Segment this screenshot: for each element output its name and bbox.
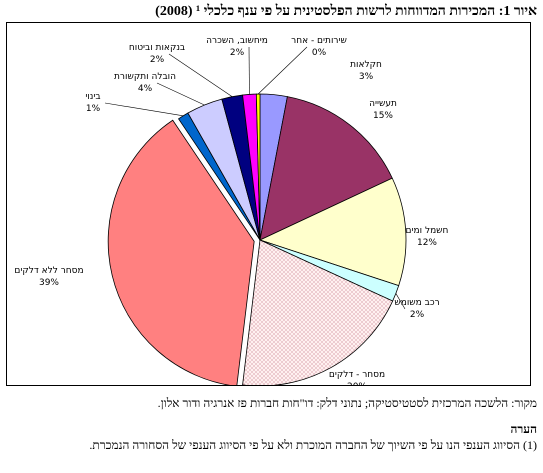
slice-label-sherutim: שירותים - אחר xyxy=(291,36,347,46)
slice-label-hovala: הובלה ותקשורת xyxy=(114,72,176,82)
pie-chart: חקלאות 3% תעשייה 15% חשמל ומים 12% רכב משומש 2%… xyxy=(14,36,449,385)
slice-pct-mischar: 39% xyxy=(39,278,59,288)
slice-label-taasiya: תעשייה xyxy=(369,99,397,109)
slice-pct-michshuv: 2% xyxy=(230,48,245,58)
slice-pct-hashmal: 12% xyxy=(417,238,437,248)
slice-pct-binui: 1% xyxy=(86,104,101,114)
slice-pct-sherutim: 0% xyxy=(312,48,327,58)
pie-slice-taasiya xyxy=(259,96,393,241)
slice-pct-rechev: 2% xyxy=(410,310,425,320)
leader-line-sherutim xyxy=(257,46,308,95)
slice-label-rechev: רכב משומש xyxy=(394,298,439,308)
chart-title: איור 1: המכירות המדווחות לרשות הפלסטינית… xyxy=(155,4,537,19)
note-heading: הערה xyxy=(510,422,538,436)
slice-pct-hovala: 4% xyxy=(138,84,153,94)
footnote: (1) הסיווג הענפי הנו על פי השיוך של החבר… xyxy=(89,438,537,452)
leader-line-bankaut xyxy=(168,53,233,97)
leader-line-binui xyxy=(104,102,184,117)
chart-frame: חקלאות 3% תעשייה 15% חשמל ומים 12% רכב משומש 2%… xyxy=(6,22,531,386)
pie-slice-delek xyxy=(242,239,394,385)
slice-label-bankaut: בנקאות וביטוח xyxy=(129,43,185,53)
slice-label-michshuv: מיחשוב, השכרה xyxy=(206,36,268,46)
slice-pct-chaklaot: 3% xyxy=(359,72,374,82)
leader-line-rechev xyxy=(395,293,406,310)
pie-slice-mischar xyxy=(107,119,255,385)
slice-label-binui: בינוי xyxy=(85,92,100,102)
source-note: מקור: הלשכה המרכזית לסטטיסטיקה; נתוני דל… xyxy=(157,396,537,410)
slice-label-delek: מסחר - דלקים xyxy=(329,370,385,380)
slice-pct-delek: 20% xyxy=(347,382,367,385)
slice-label-mischar: מסחר ללא דלקים xyxy=(14,266,83,276)
pie-slice-hashmal xyxy=(258,177,407,287)
leader-line-hovala xyxy=(156,82,205,106)
slice-label-hashmal: חשמל ומים xyxy=(406,226,449,236)
slice-pct-bankaut: 2% xyxy=(150,55,165,65)
slice-label-chaklaot: חקלאות xyxy=(350,60,382,70)
slice-pct-taasiya: 15% xyxy=(373,111,393,121)
